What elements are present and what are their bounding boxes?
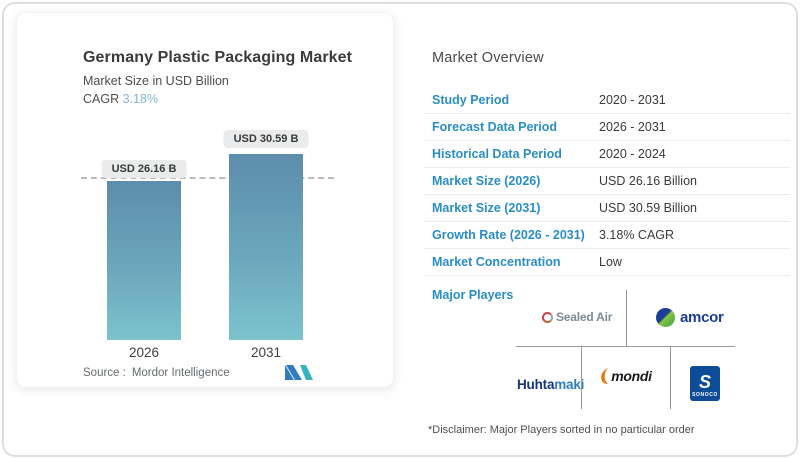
cagr-label: CAGR — [83, 92, 120, 106]
table-row-growth-rate: Growth Rate (2026 - 2031) 3.18% CAGR — [424, 222, 790, 249]
huhtamaki-wordmark-light: maki — [554, 377, 585, 392]
reference-dashed-line — [81, 177, 334, 179]
huhtamaki-wordmark-bold: Huhta — [517, 377, 555, 392]
table-row-forecast-period: Forecast Data Period 2026 - 2031 — [424, 114, 790, 141]
chart-subtitle: Market Size in USD Billion — [83, 74, 229, 88]
row-value: USD 30.59 Billion — [599, 201, 697, 215]
row-label: Growth Rate (2026 - 2031) — [432, 228, 585, 242]
chart-title: Germany Plastic Packaging Market — [83, 49, 353, 66]
overview-heading: Market Overview — [432, 50, 544, 66]
row-value: 2020 - 2024 — [599, 147, 666, 161]
table-row-market-concentration: Market Concentration Low — [424, 249, 790, 276]
table-row-market-size-2031: Market Size (2031) USD 30.59 Billion — [424, 195, 790, 222]
row-value: Low — [599, 255, 622, 269]
players-divider-horizontal-right — [671, 346, 735, 347]
overview-table: Study Period 2020 - 2031 Forecast Data P… — [424, 87, 790, 276]
row-label: Study Period — [432, 93, 510, 107]
bar-2026 — [107, 180, 181, 340]
players-divider-vertical — [626, 290, 627, 346]
chart-card: Germany Plastic Packaging Market Market … — [16, 12, 394, 388]
x-axis-label-2031: 2031 — [250, 345, 282, 360]
sealed-air-ring-icon — [542, 311, 553, 323]
sonoco-s-icon: S — [698, 372, 711, 392]
table-row-study-period: Study Period 2020 - 2031 — [424, 87, 790, 114]
disclaimer-text: *Disclaimer: Major Players sorted in no … — [428, 424, 695, 436]
mondi-cell-box: mondi — [581, 346, 671, 409]
row-value: 2020 - 2031 — [599, 93, 666, 107]
row-label: Market Concentration — [432, 255, 561, 269]
sealed-air-logo: Sealed Air — [542, 310, 612, 324]
source-line: Source : Mordor Intelligence — [83, 367, 236, 379]
source-label: Source : — [83, 367, 126, 379]
mondi-wordmark: mondi — [611, 368, 652, 384]
row-value: 2026 - 2031 — [599, 120, 666, 134]
major-players-label: Major Players — [432, 288, 514, 302]
table-row-historical-period: Historical Data Period 2020 - 2024 — [424, 141, 790, 168]
cagr-value: 3.18% — [122, 92, 159, 106]
source-value: Mordor Intelligence — [131, 367, 230, 379]
cagr-line: CAGR 3.18% — [83, 92, 158, 106]
bar-value-label-2026: USD 26.16 B — [101, 159, 187, 178]
bar-2031 — [229, 154, 303, 340]
x-axis-label-2026: 2026 — [128, 345, 160, 360]
bar-value-label-2031: USD 30.59 B — [223, 130, 309, 148]
mondi-logo: mondi — [582, 368, 670, 384]
huhtamaki-logo: Huhtamaki — [517, 377, 584, 392]
row-label: Historical Data Period — [432, 147, 562, 161]
sonoco-wordmark: SONOCO — [692, 392, 718, 398]
players-divider-horizontal-left — [516, 346, 581, 347]
table-row-market-size-2026: Market Size (2026) USD 26.16 Billion — [424, 168, 790, 195]
sealed-air-wordmark: Sealed Air — [556, 310, 613, 324]
amcor-swirl-icon — [656, 308, 675, 327]
sonoco-logo: S SONOCO — [690, 366, 720, 401]
mondi-flame-icon — [601, 368, 609, 384]
bar-chart-plot: USD 26.16 B USD 30.59 B — [17, 13, 395, 340]
row-label: Forecast Data Period — [432, 120, 558, 134]
row-value: USD 26.16 Billion — [599, 174, 697, 188]
row-label: Market Size (2031) — [432, 201, 541, 215]
amcor-wordmark: amcor — [680, 309, 724, 326]
amcor-logo: amcor — [656, 308, 724, 327]
mordor-intelligence-logo-icon — [285, 365, 313, 380]
row-value: 3.18% CAGR — [599, 228, 675, 242]
row-label: Market Size (2026) — [432, 174, 541, 188]
